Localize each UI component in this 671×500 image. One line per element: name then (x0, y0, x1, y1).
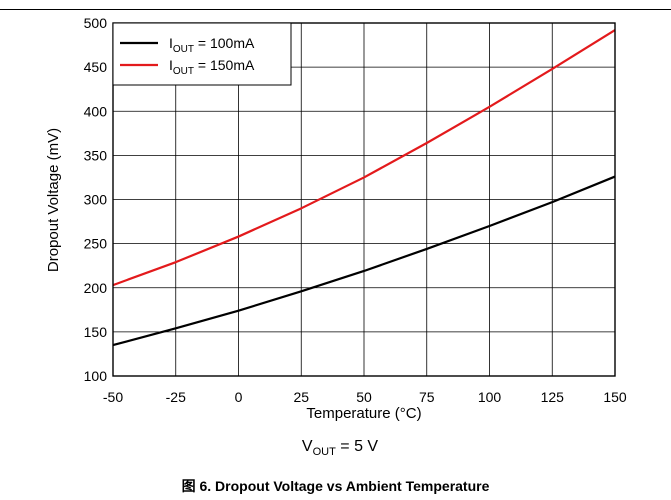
top-rule (0, 9, 671, 10)
output-voltage-condition: VOUT = 5 V (302, 438, 378, 458)
series-line-1 (112, 175, 616, 347)
figure-caption: 图 6. Dropout Voltage vs Ambient Temperat… (181, 478, 490, 494)
y-tick-label: 500 (84, 15, 108, 31)
x-tick-label: 100 (478, 389, 502, 405)
series-layer (112, 29, 616, 347)
legend-label-2: IOUT = 150mA (169, 57, 255, 77)
legend-label-1: IOUT = 100mA (169, 35, 255, 55)
condition-subscript: OUT (313, 446, 337, 458)
y-axis-label: Dropout Voltage (mV) (45, 128, 62, 272)
y-tick-label: 100 (84, 368, 108, 384)
y-tick-label: 200 (84, 280, 108, 296)
y-tick-label: 400 (84, 103, 108, 119)
x-tick-label: 25 (293, 389, 309, 405)
y-tick-label: 350 (84, 147, 108, 163)
y-tick-label: 450 (84, 59, 108, 75)
plot-frame (112, 22, 616, 377)
x-tick-label: 75 (419, 389, 435, 405)
condition-symbol: V (302, 438, 313, 455)
x-tick-labels: -50 -25 0 25 50 75 100 125 150 (103, 389, 627, 405)
x-axis-label: Temperature (°C) (306, 405, 421, 422)
x-tick-label: 0 (235, 389, 243, 405)
x-tick-label: 50 (356, 389, 372, 405)
x-tick-label: -25 (166, 389, 186, 405)
y-tick-label: 250 (84, 236, 108, 252)
y-tick-labels: 100 150 200 250 300 350 400 450 500 (84, 15, 108, 384)
series-line-2 (112, 29, 616, 287)
x-tick-label: 150 (603, 389, 627, 405)
x-tick-label: -50 (103, 389, 123, 405)
y-tick-label: 150 (84, 324, 108, 340)
condition-value: = 5 V (336, 438, 379, 455)
x-tick-label: 125 (541, 389, 565, 405)
legend-box (112, 22, 292, 86)
y-tick-label: 300 (84, 192, 108, 208)
